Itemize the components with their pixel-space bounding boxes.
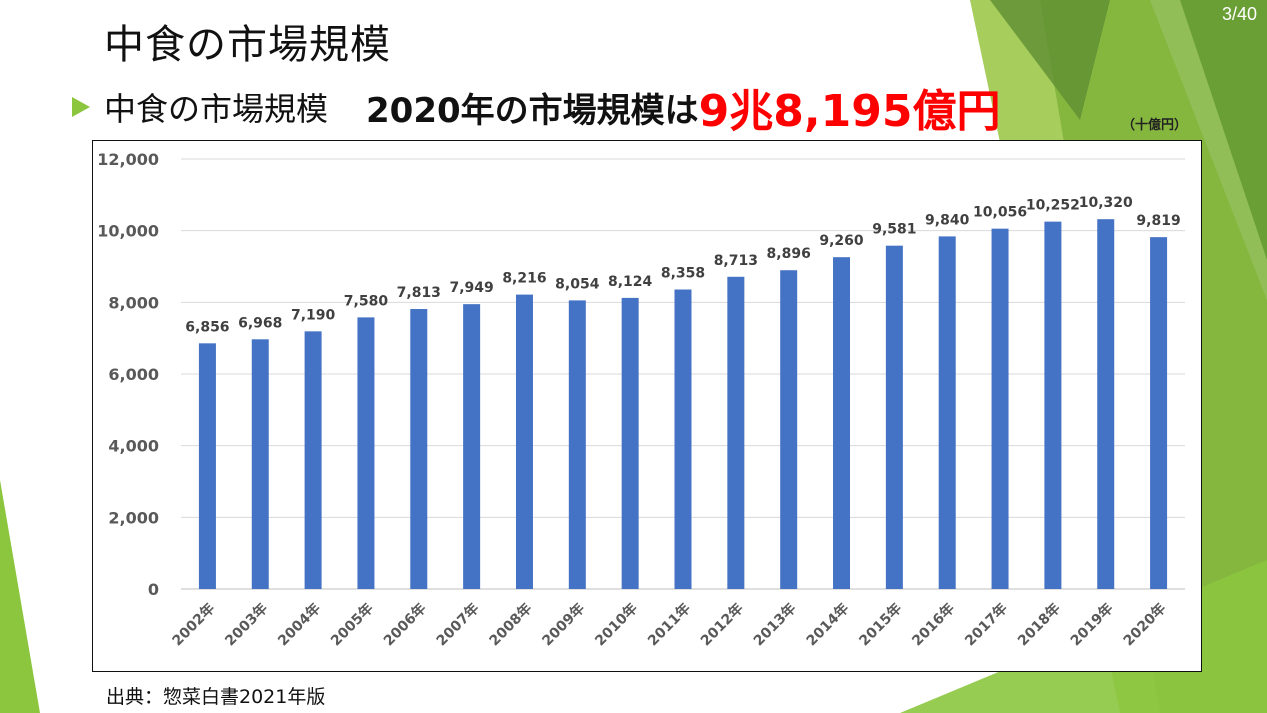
bullet-arrow-icon	[72, 97, 90, 117]
y-tick-label: 6,000	[108, 365, 159, 384]
bar	[410, 309, 428, 589]
y-tick-label: 4,000	[108, 437, 159, 456]
bar	[727, 276, 745, 589]
data-label: 9,581	[872, 222, 916, 238]
data-label: 8,216	[502, 271, 546, 287]
data-label: 8,713	[714, 253, 758, 269]
y-tick-label: 10,000	[97, 222, 159, 241]
data-label: 9,260	[819, 233, 864, 249]
data-label: 9,819	[1136, 213, 1180, 229]
slide-title: 中食の市場規模	[104, 22, 391, 68]
data-label: 7,190	[291, 307, 336, 323]
slide-subtitle: 中食の市場規模	[104, 90, 329, 128]
bar	[938, 236, 956, 589]
x-tick-label: 2011年	[644, 600, 693, 649]
y-tick-label: 12,000	[97, 150, 159, 169]
unit-label: （十億円）	[1122, 118, 1188, 133]
x-tick-label: 2006年	[380, 600, 429, 649]
bar	[198, 343, 216, 589]
bar	[357, 317, 375, 589]
bar	[1044, 221, 1062, 589]
headline-row: 中食の市場規模 2020年の市場規模は 9兆8,195億円	[72, 82, 1000, 137]
x-tick-label: 2008年	[486, 600, 535, 649]
x-tick-label: 2007年	[433, 600, 482, 649]
bar-chart: 0 2,000 4,000 6,000 8,000 10,000 12,000 6,856 20…	[92, 140, 1202, 672]
headline-prefix: 2020年の市場規模は	[366, 90, 699, 131]
data-label: 8,358	[661, 266, 705, 282]
x-tick-label: 2014年	[803, 600, 852, 649]
source-caption: 出典：惣菜白書2021年版	[106, 686, 326, 708]
bar	[1097, 219, 1115, 589]
x-tick-label: 2009年	[539, 600, 588, 649]
bar-chart-svg: 0 2,000 4,000 6,000 8,000 10,000 12,000 6,856 20…	[97, 150, 1185, 649]
data-label: 7,949	[449, 280, 493, 296]
x-tick-label: 2005年	[327, 600, 376, 649]
x-tick-label: 2004年	[274, 600, 323, 649]
x-tick-label: 2017年	[961, 600, 1010, 649]
x-tick-label: 2012年	[697, 600, 746, 649]
bar	[1150, 237, 1168, 589]
x-tick-label: 2013年	[750, 600, 799, 649]
data-label: 10,320	[1079, 195, 1133, 211]
x-tick-label: 2003年	[222, 600, 271, 649]
bar	[304, 331, 322, 589]
bar	[885, 245, 903, 589]
data-label: 6,856	[185, 319, 229, 335]
y-tick-label: 0	[148, 580, 159, 599]
headline-value: 9兆8,195億円	[698, 86, 1001, 137]
bar	[621, 297, 639, 589]
bar	[674, 289, 692, 589]
y-tick-label: 2,000	[108, 508, 159, 527]
data-label: 8,896	[767, 246, 811, 262]
x-tick-label: 2019年	[1067, 600, 1116, 649]
data-label: 8,124	[608, 274, 653, 290]
bar	[833, 257, 851, 589]
data-label: 6,968	[238, 315, 282, 331]
data-label: 9,840	[925, 212, 970, 228]
data-label: 10,252	[1026, 198, 1080, 214]
data-label: 7,813	[397, 285, 441, 301]
bar	[251, 339, 269, 589]
bar	[991, 228, 1009, 589]
x-tick-label: 2018年	[1014, 600, 1063, 649]
data-label: 10,056	[973, 205, 1027, 221]
bar	[463, 304, 481, 589]
data-label: 7,580	[344, 293, 389, 309]
bar	[780, 270, 798, 589]
x-tick-label: 2010年	[592, 600, 641, 649]
x-tick-label: 2020年	[1120, 600, 1169, 649]
bar	[515, 294, 533, 589]
x-tick-label: 2002年	[169, 600, 218, 649]
y-tick-label: 8,000	[108, 293, 159, 312]
x-tick-label: 2016年	[909, 600, 958, 649]
page-number: 3/40	[1221, 4, 1257, 24]
data-label: 8,054	[555, 276, 600, 292]
x-tick-label: 2015年	[856, 600, 905, 649]
bar	[568, 300, 586, 589]
